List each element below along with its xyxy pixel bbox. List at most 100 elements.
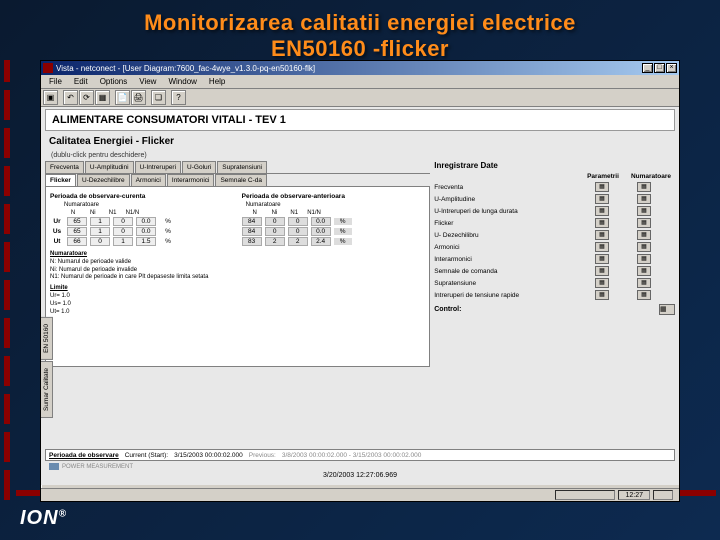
- limit-line: Ur= 1.0: [50, 293, 425, 301]
- tab-frecventa[interactable]: Frecventa: [45, 161, 84, 173]
- param-icon[interactable]: ▦: [595, 290, 609, 300]
- right-title: Inregistrare Date: [434, 161, 675, 170]
- titlebar: Vista - netconect - [User Diagram:7600_f…: [41, 61, 679, 75]
- control-icon[interactable]: ▦: [659, 304, 675, 315]
- data-row: 83222.4%: [242, 237, 426, 246]
- param-icon[interactable]: ▦: [595, 242, 609, 252]
- tab-udezechilibre[interactable]: U-Dezechilibre: [77, 174, 130, 186]
- period-current-label: Current (Start):: [125, 452, 168, 459]
- counter-icon[interactable]: ▦: [637, 206, 651, 216]
- app-icon: [43, 63, 53, 73]
- menu-help[interactable]: Help: [203, 75, 231, 88]
- param-icon[interactable]: ▦: [595, 218, 609, 228]
- period-current-value: 3/15/2003 00:00:02.000: [174, 452, 243, 459]
- register-row: Interarmonici▦▦: [434, 254, 675, 264]
- tab-semnale[interactable]: Semnale C-da: [215, 174, 267, 186]
- register-row: Frecventa▦▦: [434, 182, 675, 192]
- counter-icon[interactable]: ▦: [637, 278, 651, 288]
- data-row: Ut66011.5%: [50, 237, 234, 246]
- tab-flicker[interactable]: Flicker: [45, 174, 76, 186]
- param-icon[interactable]: ▦: [595, 194, 609, 204]
- counter-icon[interactable]: ▦: [637, 194, 651, 204]
- side-tab-en50160[interactable]: EN 50160: [41, 317, 53, 360]
- param-icon[interactable]: ▦: [595, 266, 609, 276]
- menu-edit[interactable]: Edit: [68, 75, 94, 88]
- tool-btn-2[interactable]: ↶: [63, 90, 78, 105]
- data-row: Ur65100.0%: [50, 217, 234, 226]
- counter-icon[interactable]: ▦: [637, 218, 651, 228]
- param-icon[interactable]: ▦: [595, 182, 609, 192]
- close-button[interactable]: ×: [666, 63, 677, 73]
- data-row: 84000.0%: [242, 217, 426, 226]
- param-icon[interactable]: ▦: [595, 230, 609, 240]
- right-panel: Inregistrare Date Parametrii Numaratoare…: [434, 161, 675, 367]
- register-row: U- Dezechilibru▦▦: [434, 230, 675, 240]
- menu-view[interactable]: View: [133, 75, 162, 88]
- col-n1: N1: [104, 210, 122, 216]
- register-row: Intreruperi de tensiune rapide▦▦: [434, 290, 675, 300]
- tab-interarmonici[interactable]: Interarmonici: [167, 174, 215, 186]
- tool-btn-7[interactable]: ❏: [151, 90, 166, 105]
- tool-btn-3[interactable]: ⟳: [79, 90, 94, 105]
- tool-btn-4[interactable]: ▦: [95, 90, 110, 105]
- hint-text: (dublu-click pentru deschidere): [41, 150, 679, 161]
- period-bar: Perioada de observare Current (Start): 3…: [45, 449, 675, 461]
- app-window: Vista - netconect - [User Diagram:7600_f…: [40, 60, 680, 502]
- minimize-button[interactable]: _: [642, 63, 653, 73]
- param-icon[interactable]: ▦: [595, 206, 609, 216]
- toolbar: ▣ ↶ ⟳ ▦ 📄 🖨 ❏ ?: [41, 89, 679, 107]
- register-row: U-Intreruperi de lunga durata▦▦: [434, 206, 675, 216]
- control-label: Control:: [434, 306, 659, 313]
- col-numaratoare: Numaratoare: [627, 173, 675, 180]
- timestamp: 3/20/2003 12:27:06.969: [41, 470, 679, 481]
- tool-btn-1[interactable]: ▣: [43, 90, 58, 105]
- tab-content: Perioada de observare-curenta Numaratoar…: [45, 187, 430, 367]
- col-parametrii: Parametrii: [579, 173, 627, 180]
- ion-logo: ION®: [20, 507, 67, 530]
- register-row: Flicker▦▦: [434, 218, 675, 228]
- col-ni: Ni: [84, 210, 102, 216]
- tab-ugoluri[interactable]: U-Goluri: [182, 161, 216, 173]
- tab-uamplitudini[interactable]: U-Amplitudini: [85, 161, 134, 173]
- period-label[interactable]: Perioada de observare: [49, 452, 119, 459]
- tab-uintreruperi[interactable]: U-Intreruperi: [135, 161, 181, 173]
- menu-window[interactable]: Window: [162, 75, 202, 88]
- status-time: 12:27: [618, 490, 650, 500]
- tab-armonici[interactable]: Armonici: [131, 174, 166, 186]
- period-prev-value: 3/8/2003 00:00:02.000 - 3/15/2003 00:00:…: [282, 452, 422, 459]
- counter-icon[interactable]: ▦: [637, 290, 651, 300]
- menubar: File Edit Options View Window Help: [41, 75, 679, 89]
- limits-title: Limite: [50, 285, 425, 293]
- counter-icon[interactable]: ▦: [637, 230, 651, 240]
- counter-icon[interactable]: ▦: [637, 242, 651, 252]
- slide-title: Monitorizarea calitatii energiei electri…: [0, 0, 720, 68]
- menu-options[interactable]: Options: [94, 75, 134, 88]
- header-sub: Calitatea Energiei - Flicker: [41, 133, 679, 150]
- param-icon[interactable]: ▦: [595, 254, 609, 264]
- col-n1n: N1/N: [123, 210, 141, 216]
- counter-icon[interactable]: ▦: [637, 182, 651, 192]
- header-main: ALIMENTARE CONSUMATORI VITALI - TEV 1: [45, 109, 675, 131]
- tabs-row-1: Frecventa U-Amplitudini U-Intreruperi U-…: [45, 161, 430, 174]
- menu-file[interactable]: File: [43, 75, 68, 88]
- tool-btn-5[interactable]: 📄: [115, 90, 130, 105]
- counter-icon[interactable]: ▦: [637, 266, 651, 276]
- tool-help-button[interactable]: ?: [171, 90, 186, 105]
- note-line: N1: Numarul de perioade in care Plt depa…: [50, 274, 425, 282]
- side-tab-sumar[interactable]: Sumar Calitate: [41, 361, 53, 418]
- data-row: 84000.0%: [242, 227, 426, 236]
- notes-title: Numaratoare: [50, 251, 425, 259]
- maximize-button[interactable]: □: [654, 63, 665, 73]
- counter-icon[interactable]: ▦: [637, 254, 651, 264]
- col-n: N: [64, 210, 82, 216]
- num-label: Numaratoare: [64, 202, 234, 208]
- tool-btn-6[interactable]: 🖨: [131, 90, 146, 105]
- register-row: Supratensiune▦▦: [434, 278, 675, 288]
- register-row: Armonici▦▦: [434, 242, 675, 252]
- register-row: Semnale de comanda▦▦: [434, 266, 675, 276]
- num-label-2: Numaratoare: [246, 202, 426, 208]
- window-title: Vista - netconect - [User Diagram:7600_f…: [56, 64, 641, 73]
- param-icon[interactable]: ▦: [595, 278, 609, 288]
- tab-supratensiuni[interactable]: Supratensiuni: [217, 161, 267, 173]
- limit-line: Ut= 1.0: [50, 309, 425, 317]
